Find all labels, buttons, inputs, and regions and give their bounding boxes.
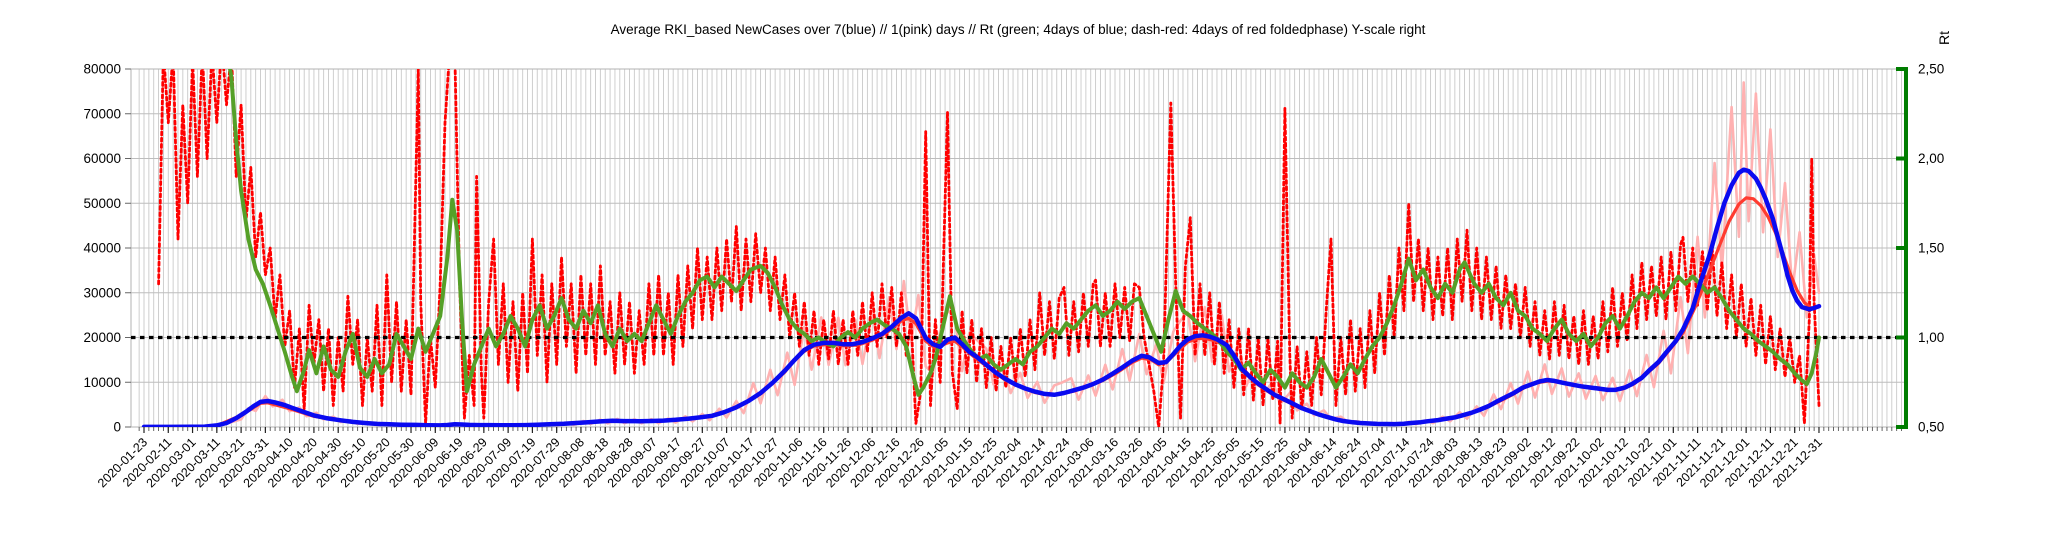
y-left-tick-label: 30000 <box>83 285 121 300</box>
y-left-tick-label: 0 <box>113 420 121 435</box>
x-axis-ticks <box>138 427 1902 433</box>
series-group <box>131 69 1905 427</box>
y-right-axis: 0,50 1,00 1,50 2,00 2,50 Rt <box>1896 31 1952 435</box>
y-right-axis-title: Rt <box>1936 31 1952 45</box>
series-rt-red-dashed <box>157 69 1821 427</box>
series-newcases-7day-blue <box>141 167 1822 427</box>
y-right-tick-label: 1,50 <box>1918 241 1944 256</box>
y-right-tick-label: 1,00 <box>1918 330 1944 345</box>
x-axis-labels: 2020-01-232020-02-112020-03-012020-03-11… <box>95 435 1825 490</box>
y-right-tick-label: 2,00 <box>1918 151 1944 166</box>
chart-title: Average RKI_based NewCases over 7(blue) … <box>610 22 1426 37</box>
y-left-tick-label: 80000 <box>83 62 121 77</box>
y-left-tick-label: 70000 <box>83 106 121 121</box>
y-left-tick-label: 10000 <box>83 375 121 390</box>
y-left-labels: 0 10000 20000 30000 40000 50000 60000 70000 8000… <box>83 62 131 435</box>
y-left-tick-label: 50000 <box>83 196 121 211</box>
y-left-tick-label: 60000 <box>83 151 121 166</box>
y-left-tick-label: 40000 <box>83 241 121 256</box>
y-left-tick-label: 20000 <box>83 330 121 345</box>
series-newcases-red-folded <box>191 196 1821 427</box>
y-right-tick-label: 2,50 <box>1918 62 1944 77</box>
y-right-tick-label: 0,50 <box>1918 420 1944 435</box>
series-rt-green <box>228 69 1821 397</box>
